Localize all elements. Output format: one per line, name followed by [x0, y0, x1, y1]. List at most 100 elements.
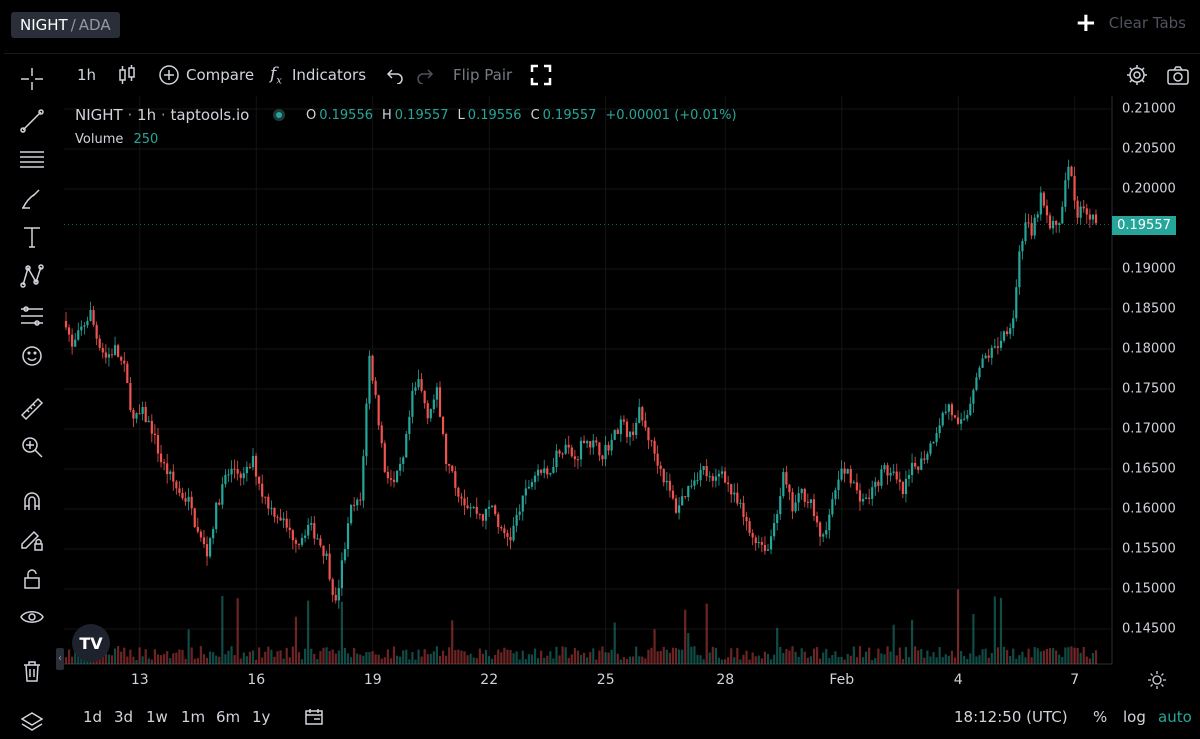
candle-body — [515, 514, 518, 526]
legend-source: taptools.io — [170, 106, 250, 124]
volume-bar — [159, 655, 163, 664]
volume-bar — [74, 650, 77, 664]
interval-button[interactable]: 1h — [77, 62, 96, 88]
clear-tabs-button[interactable]: + Clear Tabs — [1075, 10, 1186, 36]
volume-legend: Volume 250 — [75, 132, 158, 147]
candle-body — [432, 399, 435, 410]
volume-bar — [567, 657, 570, 664]
candle-body — [420, 379, 423, 391]
chart-frame — [4, 53, 1200, 738]
eye-icon[interactable] — [16, 601, 48, 633]
trash-icon[interactable] — [16, 655, 48, 687]
candle-body — [969, 403, 972, 415]
zoom-in-icon[interactable] — [16, 431, 48, 463]
trend-line-icon[interactable] — [16, 105, 48, 137]
candle-body — [110, 354, 114, 356]
indicators-button[interactable]: fx Indicators — [270, 62, 366, 88]
candle-body — [267, 496, 270, 509]
crosshair-icon[interactable] — [16, 63, 48, 95]
candle-body — [1006, 331, 1009, 335]
pair-tab[interactable]: NIGHT / ADA — [11, 12, 120, 38]
fullscreen-icon[interactable] — [530, 62, 552, 88]
clock-time[interactable]: 18:12:50 (UTC) — [954, 708, 1068, 726]
undo-icon[interactable] — [386, 62, 404, 88]
pattern-icon[interactable] — [16, 260, 48, 292]
candle-body — [423, 390, 426, 404]
lock-drawing-icon[interactable] — [16, 524, 48, 556]
left-toolbar — [0, 55, 64, 737]
volume-bar — [1048, 648, 1052, 664]
emoji-icon[interactable] — [16, 340, 48, 372]
candle-body — [1021, 241, 1024, 252]
volume-bar — [650, 647, 653, 664]
flip-pair-button[interactable]: Flip Pair — [453, 62, 512, 88]
candle-body — [901, 481, 904, 495]
indicators-label: Indicators — [291, 66, 367, 84]
ruler-icon[interactable] — [16, 393, 48, 425]
candle-body — [831, 499, 834, 515]
volume-bar — [258, 647, 261, 664]
volume-bar — [1051, 648, 1055, 664]
candle-body — [120, 356, 123, 361]
auto-toggle[interactable]: auto — [1158, 708, 1192, 726]
volume-bar — [484, 649, 488, 664]
volume-bar — [956, 589, 960, 664]
layers-icon[interactable] — [16, 707, 48, 739]
percent-toggle[interactable]: % — [1093, 708, 1108, 726]
text-icon[interactable] — [16, 221, 48, 253]
volume-bar — [699, 655, 702, 664]
candle-body — [714, 476, 717, 481]
candle-body — [917, 466, 920, 470]
range-button-1y[interactable]: 1y — [252, 708, 271, 726]
volume-bar — [530, 654, 534, 664]
compare-button[interactable]: Compare — [158, 62, 254, 88]
range-button-1w[interactable]: 1w — [146, 708, 168, 726]
volume-bar — [126, 656, 129, 664]
volume-bar — [196, 658, 199, 664]
range-button-1d[interactable]: 1d — [83, 708, 103, 726]
candle-body — [478, 513, 481, 515]
volume-value: 250 — [133, 132, 159, 147]
candle-body — [310, 523, 313, 525]
candle-body — [411, 390, 414, 417]
volume-bar — [904, 647, 908, 664]
volume-bar — [239, 658, 242, 664]
candle-body — [567, 444, 570, 448]
forecast-icon[interactable] — [16, 300, 48, 332]
volume-bar — [880, 653, 883, 664]
fib-icon[interactable] — [16, 143, 48, 175]
calendar-range-icon[interactable] — [304, 708, 324, 730]
range-button-6m[interactable]: 6m — [216, 708, 241, 726]
candle-body — [625, 421, 629, 437]
volume-bar — [208, 651, 212, 664]
candle-body — [107, 354, 111, 358]
candle-body — [521, 495, 524, 512]
sun-icon[interactable] — [1147, 670, 1167, 694]
candle-body — [733, 492, 736, 495]
settings-icon[interactable] — [1126, 62, 1148, 88]
candle-body — [647, 427, 650, 441]
log-toggle[interactable]: log — [1123, 708, 1146, 726]
collapse-handle-icon[interactable]: ‹ — [56, 648, 64, 670]
camera-icon[interactable] — [1166, 62, 1190, 88]
tradingview-logo[interactable]: TV — [72, 624, 110, 662]
candle-body — [791, 492, 794, 512]
range-button-1m[interactable]: 1m — [181, 708, 206, 726]
candle-body — [638, 407, 641, 423]
volume-bar — [760, 658, 763, 664]
brush-icon[interactable] — [16, 183, 48, 215]
candle-body — [748, 521, 751, 534]
unlock-icon[interactable] — [16, 563, 48, 595]
magnet-icon[interactable] — [16, 485, 48, 517]
volume-bar — [190, 647, 193, 664]
candles-icon[interactable] — [118, 62, 136, 88]
candle-body — [904, 478, 908, 495]
range-button-3d[interactable]: 3d — [114, 708, 134, 726]
candle-body — [285, 518, 288, 528]
candle-body — [598, 442, 601, 456]
volume-bar — [478, 648, 481, 664]
candle-body — [610, 439, 613, 451]
candle-body — [1055, 221, 1058, 225]
redo-icon[interactable] — [416, 62, 434, 88]
